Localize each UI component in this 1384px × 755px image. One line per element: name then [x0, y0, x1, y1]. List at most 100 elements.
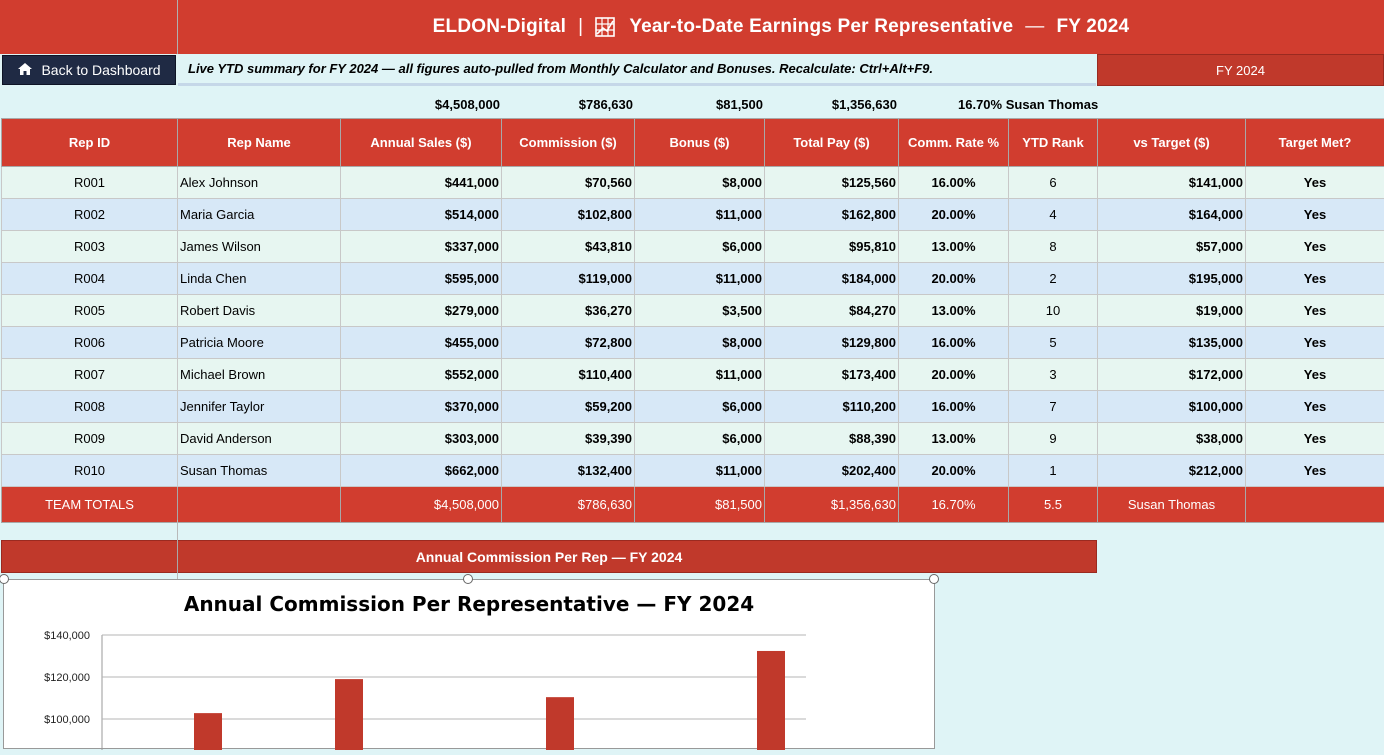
- table-cell[interactable]: 20.00%: [899, 263, 1009, 295]
- table-cell[interactable]: R010: [2, 455, 178, 487]
- table-cell[interactable]: R001: [2, 167, 178, 199]
- column-header[interactable]: Bonus ($): [635, 119, 765, 167]
- table-cell[interactable]: 1: [1009, 455, 1098, 487]
- table-cell[interactable]: R005: [2, 295, 178, 327]
- table-cell[interactable]: $184,000: [765, 263, 899, 295]
- back-to-dashboard-button[interactable]: Back to Dashboard: [2, 55, 176, 85]
- table-cell[interactable]: $129,800: [765, 327, 899, 359]
- table-cell[interactable]: $11,000: [635, 455, 765, 487]
- table-cell[interactable]: Yes: [1246, 199, 1384, 231]
- table-cell[interactable]: Robert Davis: [178, 295, 341, 327]
- totals-cell[interactable]: 16.70%: [899, 487, 1009, 523]
- table-cell[interactable]: $135,000: [1098, 327, 1246, 359]
- table-cell[interactable]: $119,000: [502, 263, 635, 295]
- table-cell[interactable]: R002: [2, 199, 178, 231]
- table-cell[interactable]: 7: [1009, 391, 1098, 423]
- table-cell[interactable]: Yes: [1246, 359, 1384, 391]
- table-cell[interactable]: $11,000: [635, 199, 765, 231]
- table-cell[interactable]: $102,800: [502, 199, 635, 231]
- table-cell[interactable]: 16.00%: [899, 391, 1009, 423]
- table-cell[interactable]: R007: [2, 359, 178, 391]
- table-cell[interactable]: $11,000: [635, 359, 765, 391]
- table-cell[interactable]: 8: [1009, 231, 1098, 263]
- table-cell[interactable]: Linda Chen: [178, 263, 341, 295]
- column-header[interactable]: Rep Name: [178, 119, 341, 167]
- table-cell[interactable]: 3: [1009, 359, 1098, 391]
- table-cell[interactable]: R004: [2, 263, 178, 295]
- table-cell[interactable]: Yes: [1246, 295, 1384, 327]
- commission-chart[interactable]: Annual Commission Per Representative — F…: [3, 579, 935, 749]
- column-header[interactable]: Commission ($): [502, 119, 635, 167]
- table-cell[interactable]: Yes: [1246, 231, 1384, 263]
- table-cell[interactable]: 16.00%: [899, 327, 1009, 359]
- table-cell[interactable]: 20.00%: [899, 359, 1009, 391]
- table-cell[interactable]: $3,500: [635, 295, 765, 327]
- table-cell[interactable]: Patricia Moore: [178, 327, 341, 359]
- column-header[interactable]: Target Met?: [1246, 119, 1384, 167]
- table-cell[interactable]: 4: [1009, 199, 1098, 231]
- totals-cell[interactable]: [178, 487, 341, 523]
- table-cell[interactable]: $110,200: [765, 391, 899, 423]
- table-cell[interactable]: Jennifer Taylor: [178, 391, 341, 423]
- totals-cell[interactable]: 5.5: [1009, 487, 1098, 523]
- table-cell[interactable]: $195,000: [1098, 263, 1246, 295]
- table-cell[interactable]: 2: [1009, 263, 1098, 295]
- table-cell[interactable]: $8,000: [635, 327, 765, 359]
- table-cell[interactable]: $595,000: [341, 263, 502, 295]
- table-cell[interactable]: $202,400: [765, 455, 899, 487]
- table-cell[interactable]: $43,810: [502, 231, 635, 263]
- table-cell[interactable]: David Anderson: [178, 423, 341, 455]
- table-cell[interactable]: $70,560: [502, 167, 635, 199]
- table-cell[interactable]: 9: [1009, 423, 1098, 455]
- table-cell[interactable]: $441,000: [341, 167, 502, 199]
- totals-cell[interactable]: $81,500: [635, 487, 765, 523]
- table-cell[interactable]: Yes: [1246, 455, 1384, 487]
- table-cell[interactable]: Yes: [1246, 327, 1384, 359]
- table-cell[interactable]: $370,000: [341, 391, 502, 423]
- table-cell[interactable]: $212,000: [1098, 455, 1246, 487]
- table-cell[interactable]: $162,800: [765, 199, 899, 231]
- table-cell[interactable]: 16.00%: [899, 167, 1009, 199]
- table-cell[interactable]: Michael Brown: [178, 359, 341, 391]
- table-cell[interactable]: 13.00%: [899, 295, 1009, 327]
- totals-row[interactable]: TEAM TOTALS$4,508,000$786,630$81,500$1,3…: [2, 487, 1384, 523]
- table-cell[interactable]: 20.00%: [899, 199, 1009, 231]
- table-cell[interactable]: $279,000: [341, 295, 502, 327]
- table-cell[interactable]: $552,000: [341, 359, 502, 391]
- table-cell[interactable]: Maria Garcia: [178, 199, 341, 231]
- chart-resize-handle-right[interactable]: [929, 574, 939, 584]
- table-cell[interactable]: Alex Johnson: [178, 167, 341, 199]
- table-cell[interactable]: 5: [1009, 327, 1098, 359]
- table-cell[interactable]: $72,800: [502, 327, 635, 359]
- totals-cell[interactable]: TEAM TOTALS: [2, 487, 178, 523]
- table-cell[interactable]: $514,000: [341, 199, 502, 231]
- table-cell[interactable]: $662,000: [341, 455, 502, 487]
- column-header[interactable]: Comm. Rate %: [899, 119, 1009, 167]
- table-cell[interactable]: $59,200: [502, 391, 635, 423]
- table-cell[interactable]: $95,810: [765, 231, 899, 263]
- totals-cell[interactable]: [1246, 487, 1384, 523]
- table-cell[interactable]: $84,270: [765, 295, 899, 327]
- totals-cell[interactable]: $786,630: [502, 487, 635, 523]
- table-cell[interactable]: $36,270: [502, 295, 635, 327]
- table-cell[interactable]: $173,400: [765, 359, 899, 391]
- table-cell[interactable]: 6: [1009, 167, 1098, 199]
- totals-cell[interactable]: $4,508,000: [341, 487, 502, 523]
- table-cell[interactable]: R009: [2, 423, 178, 455]
- totals-cell[interactable]: Susan Thomas: [1098, 487, 1246, 523]
- table-cell[interactable]: R006: [2, 327, 178, 359]
- column-header[interactable]: Rep ID: [2, 119, 178, 167]
- table-cell[interactable]: Yes: [1246, 263, 1384, 295]
- table-cell[interactable]: $141,000: [1098, 167, 1246, 199]
- table-cell[interactable]: Yes: [1246, 391, 1384, 423]
- table-cell[interactable]: 13.00%: [899, 231, 1009, 263]
- table-cell[interactable]: Yes: [1246, 423, 1384, 455]
- table-cell[interactable]: $39,390: [502, 423, 635, 455]
